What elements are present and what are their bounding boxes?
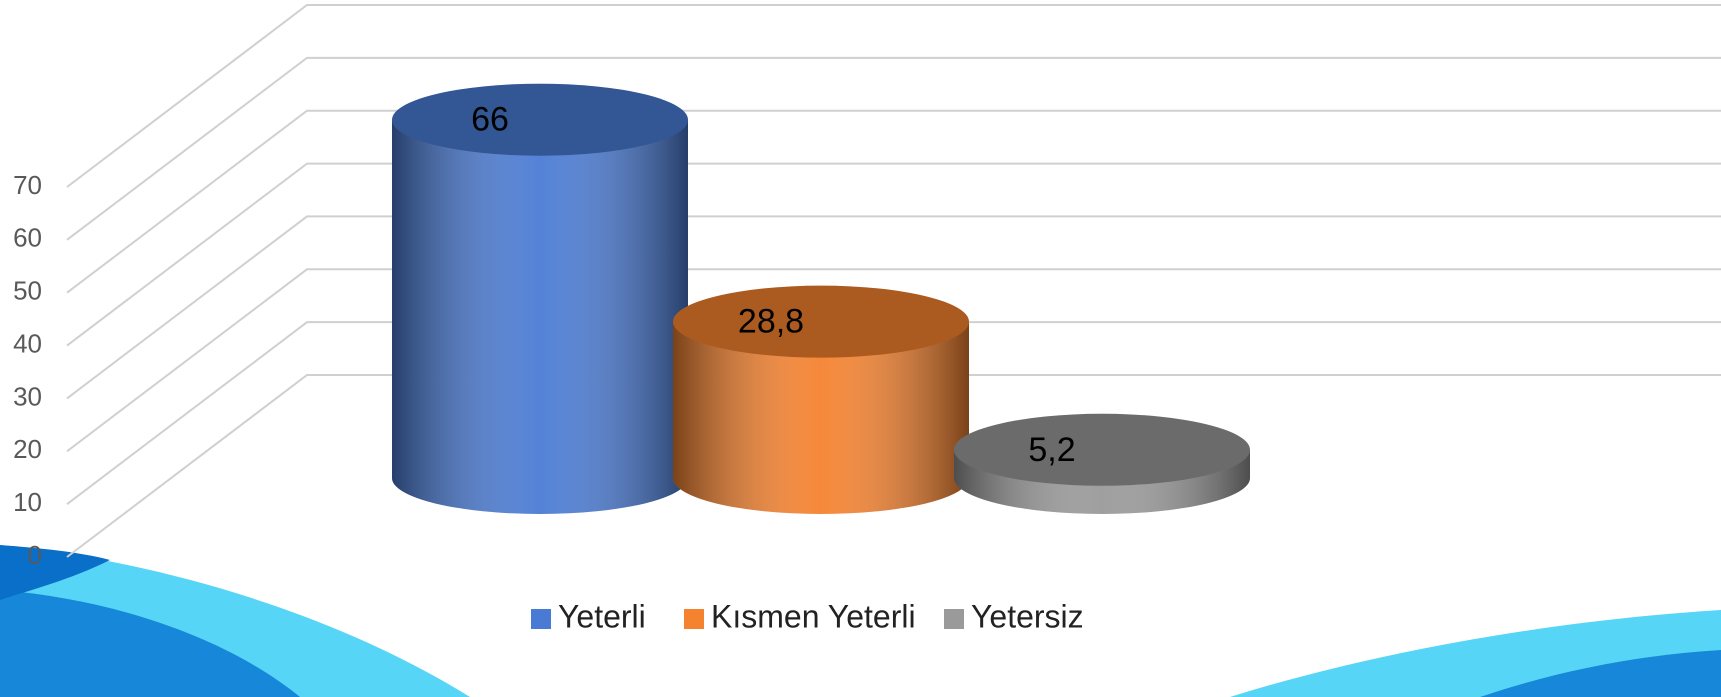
grid-line: [66, 109, 1721, 294]
y-tick-label: 10: [13, 487, 42, 517]
grid-line: [66, 268, 1721, 453]
cylinder-top: [954, 413, 1250, 486]
cylinder-shade: [392, 119, 688, 514]
data-label: 28,8: [738, 303, 804, 341]
cylinder-top-shade: [673, 285, 969, 358]
cylinder-shade: [673, 321, 969, 514]
y-tick-label: 70: [13, 170, 42, 200]
legend-swatch: [531, 609, 551, 629]
grid-line: [66, 4, 1721, 188]
y-tick-label: 20: [13, 434, 42, 464]
y-tick-label: 0: [28, 540, 42, 570]
legend-swatch: [944, 609, 964, 629]
data-label: 5,2: [1028, 431, 1075, 469]
grid-line: [66, 321, 1721, 505]
grid-line: [66, 162, 1721, 347]
background-swoosh: [0, 545, 1721, 697]
y-tick-label: 40: [13, 328, 42, 358]
y-tick-label: 60: [13, 223, 42, 253]
legend-label: Yetersiz: [971, 598, 1084, 634]
grid-line: [66, 374, 1721, 558]
data-label: 66: [471, 101, 509, 139]
cylinder-top-shade: [954, 413, 1250, 486]
y-tick-label: 30: [13, 381, 42, 411]
legend-label: Yeterli: [558, 598, 646, 634]
cylinder-top: [392, 83, 688, 156]
legend-swatch: [684, 609, 704, 629]
grid-line: [66, 56, 1721, 241]
plot-area: 0 10 20 30 40 50 60 70 66 28,8 5,2 Yeterli Kısmen Ye…: [13, 4, 1721, 634]
y-tick-label: 50: [13, 276, 42, 306]
grid-line: [66, 215, 1721, 400]
legend-label: Kısmen Yeterli: [711, 598, 916, 634]
cylinder-top: [673, 285, 969, 358]
cylinder-top-shade: [392, 83, 688, 156]
